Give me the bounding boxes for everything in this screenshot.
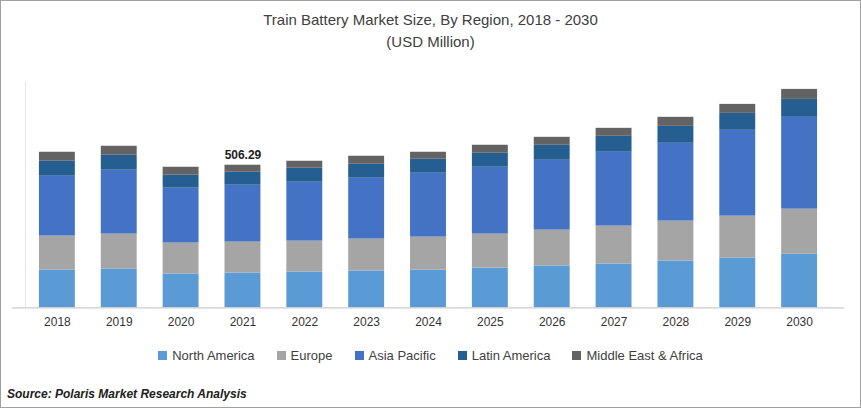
html-text:Train Battery Market Size, By: Train Battery Market Size, By Region, 20… [263, 11, 598, 28]
svg-text:506.29: 506.29 [225, 148, 262, 162]
svg-text:2019: 2019 [106, 315, 133, 329]
svg-text:2029: 2029 [724, 315, 751, 329]
html-text:North America: North America [172, 347, 255, 363]
html-text:(USD Million): (USD Million) [386, 33, 475, 50]
html-text:Latin America: Latin America [471, 347, 551, 363]
svg-text:2028: 2028 [663, 315, 690, 329]
svg-text:2030: 2030 [786, 315, 813, 329]
svg-text:2024: 2024 [415, 315, 442, 329]
html-text:Source: Polaris Market Researc: Source: Polaris Market Research Analysis [7, 387, 247, 401]
svg-text:2023: 2023 [353, 315, 380, 329]
svg-text:2026: 2026 [539, 315, 566, 329]
svg-text:2027: 2027 [601, 315, 628, 329]
html-text:Middle East & Africa: Middle East & Africa [586, 347, 703, 363]
svg-text:2020: 2020 [168, 315, 195, 329]
html-text:Europe: Europe [290, 347, 333, 363]
svg-text:2021: 2021 [230, 315, 257, 329]
svg-text:2018: 2018 [44, 315, 71, 329]
html-text:Asia Pacific: Asia Pacific [368, 347, 436, 363]
svg-text:2025: 2025 [477, 315, 504, 329]
svg-text:2022: 2022 [291, 315, 318, 329]
